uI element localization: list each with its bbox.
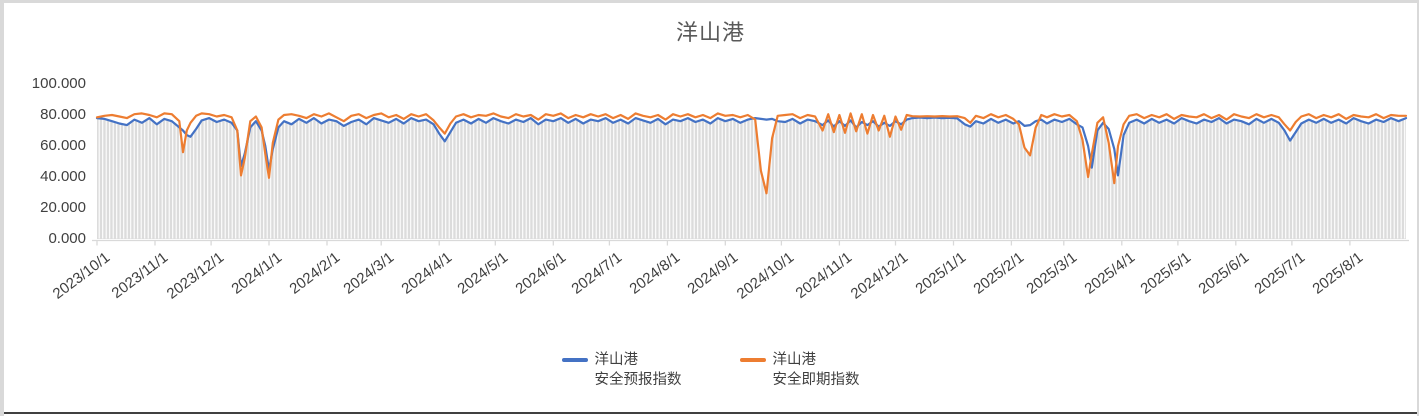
y-axis-label: 80.000 [40, 106, 86, 123]
y-axis-label: 40.000 [40, 168, 86, 185]
background-bars [97, 117, 1406, 239]
spot-index-line [95, 112, 1408, 195]
y-axis-label: 60.000 [40, 137, 86, 154]
legend-item-spot: 洋山港 安全即期指数 [739, 350, 860, 390]
plot-area [92, 84, 1409, 246]
legend-item-forecast: 洋山港 安全预报指数 [561, 350, 682, 390]
legend-label-forecast: 洋山港 安全预报指数 [595, 350, 682, 390]
legend: 洋山港 安全预报指数 洋山港 安全即期指数 [4, 350, 1417, 390]
legend-label-spot-line2: 安全即期指数 [772, 372, 860, 388]
legend-label-spot-line1: 洋山港 [772, 352, 817, 368]
legend-label-forecast-line1: 洋山港 [594, 352, 639, 368]
y-axis-label: 20.000 [40, 199, 86, 216]
forecast-line-swatch-icon [561, 358, 588, 362]
legend-label-forecast-line2: 安全预报指数 [594, 372, 682, 388]
legend-label-spot: 洋山港 安全即期指数 [773, 350, 860, 390]
y-axis-label: 100.000 [31, 75, 86, 92]
bottom-border-line [4, 412, 1417, 414]
y-axis-label: 0.000 [48, 230, 86, 247]
forecast-index-line [95, 116, 1408, 177]
chart-title: 洋山港 [675, 20, 745, 45]
spot-line-swatch-icon [739, 358, 766, 362]
